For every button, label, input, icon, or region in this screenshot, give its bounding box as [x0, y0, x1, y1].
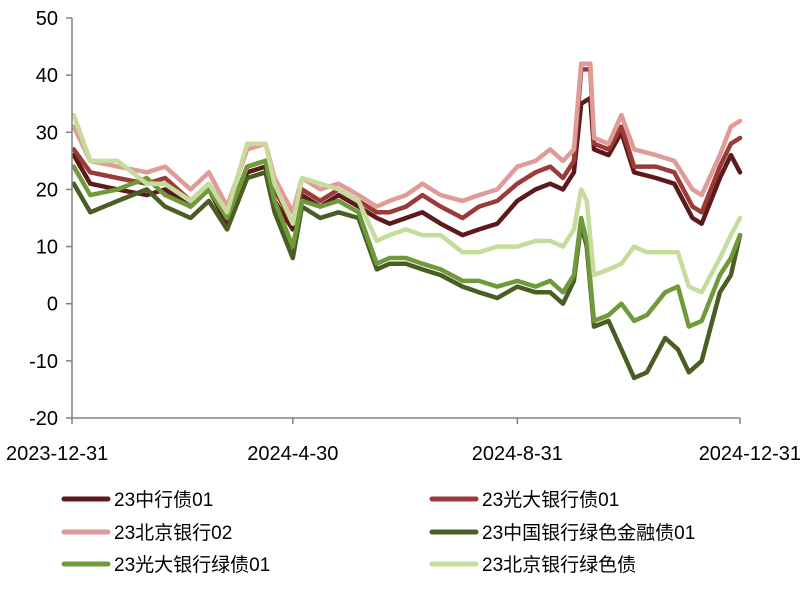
chart-axes: -20 -10 0 10 20 30 40 50 2023-12-31 2024-4-30 2024…: [6, 8, 801, 465]
y-tick-label: -10: [29, 351, 58, 373]
y-tick-label: 40: [36, 65, 58, 87]
legend-label: 23中行债01: [114, 489, 213, 511]
series-line-4: [71, 170, 743, 381]
x-tick-label: 2024-4-30: [247, 443, 338, 465]
x-tick-label: 2023-12-31: [6, 443, 108, 465]
series-line-1: [71, 95, 743, 238]
legend-label: 23中国银行绿色金融债01: [482, 522, 695, 544]
y-tick-label: 30: [36, 122, 58, 144]
legend-item: 23中行债01: [61, 489, 213, 511]
legend-item: 23中国银行绿色金融债01: [429, 522, 695, 544]
legend-label: 23光大银行债01: [482, 489, 619, 511]
legend-label: 23光大银行绿债01: [114, 554, 270, 576]
series-line-5: [71, 158, 743, 329]
series-lines: [71, 61, 743, 381]
chart-legend: 23中行债01 23光大银行债01 23北京银行02 23中国银行绿色金融债01 23光…: [61, 489, 695, 576]
x-tick-label: 2024-12-31: [699, 443, 801, 465]
legend-label: 23北京银行绿色债: [482, 554, 636, 576]
series-line-3: [71, 61, 743, 215]
legend-label: 23北京银行02: [114, 522, 232, 544]
legend-item: 23光大银行债01: [429, 489, 619, 511]
y-tick-label: 0: [47, 294, 58, 316]
series-line-6: [71, 112, 743, 295]
y-tick-label: 20: [36, 179, 58, 201]
legend-item: 23北京银行绿色债: [429, 554, 636, 576]
legend-item: 23光大银行绿债01: [61, 554, 270, 576]
legend-item: 23北京银行02: [61, 522, 232, 544]
y-tick-label: -20: [29, 408, 58, 430]
y-tick-label: 50: [36, 8, 58, 30]
x-tick-label: 2024-8-31: [472, 443, 563, 465]
y-tick-label: 10: [36, 237, 58, 259]
